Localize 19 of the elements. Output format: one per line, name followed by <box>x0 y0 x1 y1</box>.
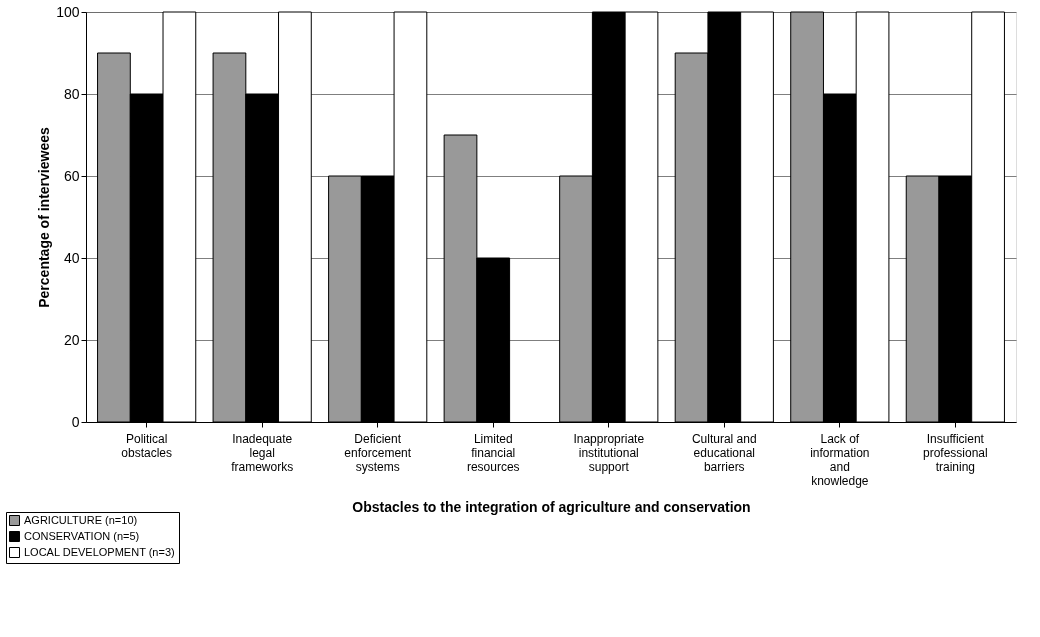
legend-label: LOCAL DEVELOPMENT (n=3) <box>24 545 175 558</box>
y-axis-title: Percentage of interviewees <box>36 127 53 308</box>
x-tick-label: Cultural and educational barriers <box>691 431 757 474</box>
x-tick-label: Limited financial resources <box>466 431 520 474</box>
y-tick-label: 60 <box>63 167 80 184</box>
y-tick-label: 40 <box>63 249 80 266</box>
y-tick-label: 80 <box>63 85 80 102</box>
x-tick-label: Political obstacles <box>121 431 172 460</box>
y-tick-label: 20 <box>63 331 80 348</box>
legend-label: CONSERVATION (n=5) <box>24 529 140 542</box>
x-tick-label: Inadequate legal frameworks <box>231 431 294 474</box>
x-tick-label: Inappropriate institutional support <box>573 431 645 474</box>
x-tick-label: Insufficient professional training <box>922 431 988 474</box>
y-tick-label: 100 <box>56 3 80 20</box>
legend-label: AGRICULTURE (n=10) <box>24 513 138 526</box>
x-tick-label: Deficient enforcement systems <box>344 431 412 474</box>
x-axis-title: Obstacles to the integration of agriculture and conservation <box>352 498 751 515</box>
x-tick-label: Lack of information and knowledge <box>810 431 870 488</box>
y-tick-label: 0 <box>71 413 80 430</box>
